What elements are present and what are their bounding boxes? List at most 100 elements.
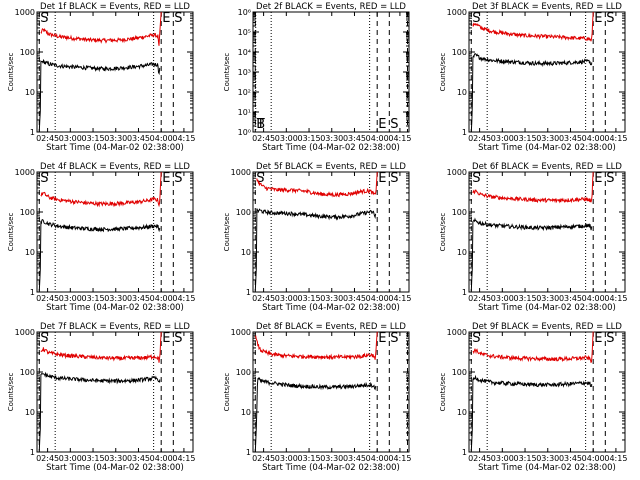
y-axis-label: Counts/sec <box>223 213 231 252</box>
y-tick-label: 100 <box>452 48 467 57</box>
x-tick-label: 03:45 <box>127 294 150 303</box>
x-tick-label: 03:45 <box>559 134 582 143</box>
x-tick-label: 03:00 <box>491 134 514 143</box>
marker-label: S <box>472 11 480 26</box>
marker-label: S <box>256 171 264 186</box>
x-tick-label: 03:30 <box>104 134 127 143</box>
y-tick-label: 1000 <box>231 328 251 337</box>
x-axis-label: Start Time (04-Mar-02 02:38:00) <box>46 303 184 313</box>
x-tick-label: 03:15 <box>82 134 105 143</box>
marker-label: S <box>606 11 614 26</box>
x-tick-label: 02:45 <box>468 294 491 303</box>
x-tick-label: 03:45 <box>559 294 582 303</box>
events-series-line <box>254 377 377 453</box>
y-tick-label: 1 <box>462 128 467 137</box>
plot-frame <box>252 171 410 293</box>
x-tick-label: 03:30 <box>104 454 127 463</box>
x-tick-label: 03:00 <box>275 454 298 463</box>
x-tick-label: 04:15 <box>604 294 627 303</box>
x-tick-label: 02:45 <box>252 454 275 463</box>
y-tick-label: 10 <box>457 248 467 257</box>
x-tick-label: 04:15 <box>172 134 195 143</box>
marker-label: S <box>472 331 480 346</box>
y-tick-label: 1 <box>246 448 251 457</box>
x-tick-label: 02:45 <box>468 134 491 143</box>
y-axis-label: Counts/sec <box>439 213 447 252</box>
panel-title: Det 4f BLACK = Events, RED = LLD <box>40 162 190 172</box>
y-tick-label: 100 <box>20 48 35 57</box>
x-axis-label: Start Time (04-Mar-02 02:38:00) <box>478 463 616 473</box>
marker-label: S <box>606 331 614 346</box>
events-series-line <box>38 218 161 291</box>
y-tick-label: 1000 <box>231 168 251 177</box>
y-tick-label: 10³ <box>238 68 251 77</box>
x-tick-label: 03:00 <box>275 134 298 143</box>
y-tick-label: 10 <box>457 408 467 417</box>
x-tick-label: 03:30 <box>320 294 343 303</box>
y-tick-label: 10⁵ <box>238 28 251 37</box>
x-axis-label: Start Time (04-Mar-02 02:38:00) <box>262 143 400 153</box>
x-tick-label: 03:15 <box>82 294 105 303</box>
plot-frame <box>468 11 626 133</box>
x-tick-label: 03:15 <box>514 294 537 303</box>
marker-label: S <box>472 171 480 186</box>
x-tick-label: 02:45 <box>252 134 275 143</box>
panel-title: Det 6f BLACK = Events, RED = LLD <box>472 162 622 172</box>
marker-label: E <box>594 171 602 186</box>
x-axis-label: Start Time (04-Mar-02 02:38:00) <box>478 303 616 313</box>
marker-label: S <box>174 171 182 186</box>
marker-label: E <box>162 11 170 26</box>
x-tick-label: 04:00 <box>582 454 605 463</box>
lld-series-line <box>256 171 378 198</box>
plot-frame <box>36 171 194 293</box>
marker-label: E <box>594 331 602 346</box>
events-series-line <box>38 371 161 451</box>
x-tick-label: 04:15 <box>172 294 195 303</box>
y-tick-label: 1 <box>246 288 251 297</box>
x-tick-label: 04:00 <box>366 294 389 303</box>
x-tick-label: 03:00 <box>491 294 514 303</box>
y-axis-label: Counts/sec <box>439 373 447 412</box>
y-tick-label: 10¹ <box>238 108 251 117</box>
x-tick-label: 03:00 <box>59 134 82 143</box>
x-tick-label: 03:00 <box>59 454 82 463</box>
panel-title: Det 2f BLACK = Events, RED = LLD <box>256 2 406 12</box>
y-tick-label: 10 <box>25 408 35 417</box>
plot-frame <box>36 11 194 133</box>
x-tick-label: 04:15 <box>388 294 411 303</box>
y-tick-label: 1000 <box>15 328 35 337</box>
x-tick-label: 02:45 <box>468 454 491 463</box>
x-axis-label: Start Time (04-Mar-02 02:38:00) <box>46 463 184 473</box>
lld-series-line <box>472 331 594 364</box>
y-tick-label: 1000 <box>447 8 467 17</box>
panel-title: Det 9f BLACK = Events, RED = LLD <box>472 322 622 332</box>
x-tick-label: 03:00 <box>275 294 298 303</box>
y-tick-label: 1 <box>462 288 467 297</box>
lld-series-line <box>472 171 594 204</box>
plot-frame <box>36 331 194 453</box>
x-tick-label: 04:00 <box>366 454 389 463</box>
x-axis-label: Start Time (04-Mar-02 02:38:00) <box>478 143 616 153</box>
y-tick-label: 10 <box>241 248 251 257</box>
x-tick-label: 02:45 <box>36 134 59 143</box>
y-axis-label: Counts/sec <box>223 53 231 92</box>
lld-series-line <box>40 11 162 46</box>
lld-series-line <box>40 171 162 208</box>
y-tick-label: 100 <box>236 208 251 217</box>
x-tick-label: 03:30 <box>536 294 559 303</box>
marker-label: S <box>40 11 48 26</box>
x-tick-label: 03:15 <box>514 134 537 143</box>
y-tick-label: 10 <box>457 88 467 97</box>
x-tick-label: 04:00 <box>582 294 605 303</box>
y-tick-label: 1000 <box>15 168 35 177</box>
y-tick-label: 10 <box>25 248 35 257</box>
